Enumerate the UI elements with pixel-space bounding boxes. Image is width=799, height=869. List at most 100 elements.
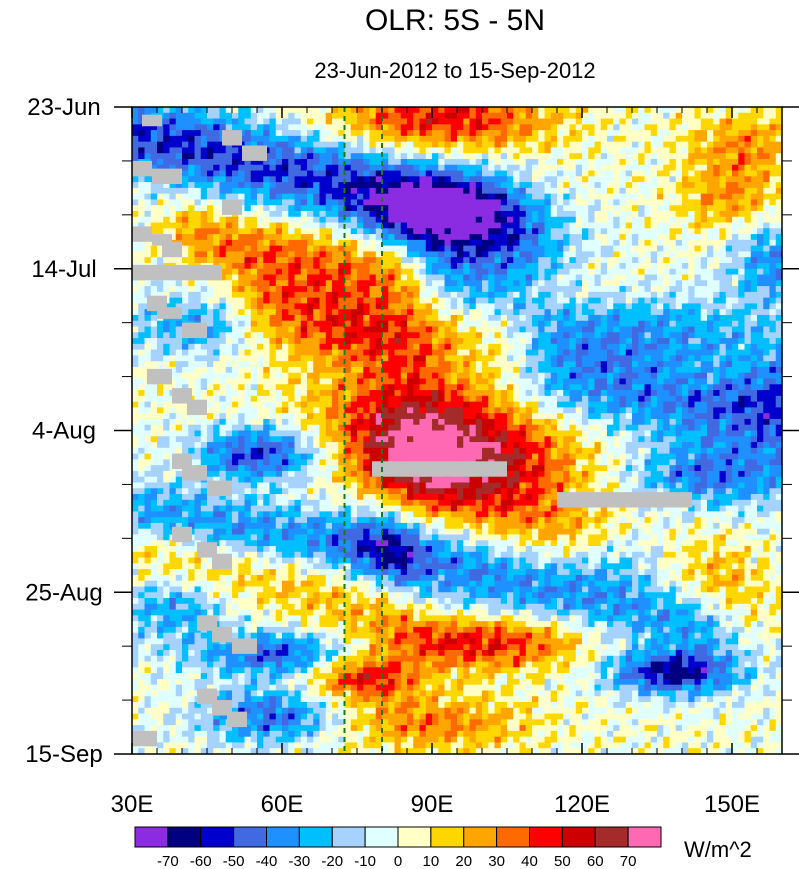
field-cell	[319, 262, 327, 270]
field-cell	[763, 268, 771, 276]
field-cell	[288, 124, 296, 131]
field-cell	[575, 309, 583, 316]
field-cell	[325, 286, 333, 293]
field-cell	[207, 199, 214, 206]
field-cell	[619, 182, 627, 189]
field-cell	[725, 251, 733, 258]
field-cell	[638, 199, 646, 206]
field-cell	[675, 182, 683, 189]
field-cell	[444, 158, 452, 166]
field-cell	[232, 268, 239, 276]
field-cell	[438, 338, 446, 345]
field-cell	[150, 349, 158, 357]
field-cell	[338, 216, 346, 224]
field-cell	[707, 309, 714, 316]
field-cell	[750, 107, 758, 114]
field-cell	[207, 297, 214, 305]
field-cell	[588, 309, 596, 316]
field-cell	[457, 372, 464, 380]
field-cell	[775, 112, 783, 120]
field-cell	[500, 141, 508, 149]
field-cell	[607, 343, 614, 351]
field-cell	[238, 147, 246, 154]
field-cell	[569, 107, 577, 114]
field-cell	[738, 193, 746, 201]
field-cell	[663, 193, 671, 201]
field-cell	[669, 366, 677, 374]
field-cell	[357, 314, 364, 322]
field-cell	[182, 210, 189, 218]
field-cell	[338, 309, 346, 316]
field-cell	[488, 274, 496, 281]
field-cell	[169, 291, 177, 299]
field-cell	[744, 216, 752, 224]
field-cell	[150, 187, 158, 195]
field-cell	[188, 107, 196, 114]
field-cell	[219, 176, 227, 183]
field-cell	[513, 314, 521, 322]
field-cell	[675, 332, 683, 339]
field-cell	[369, 124, 377, 131]
field-cell	[375, 182, 383, 189]
field-cell	[257, 170, 264, 177]
field-cell	[582, 124, 589, 131]
field-cell	[200, 153, 208, 160]
field-cell	[432, 228, 439, 235]
field-cell	[544, 182, 552, 189]
field-cell	[325, 118, 333, 125]
field-cell	[769, 361, 777, 368]
field-cell	[650, 164, 658, 172]
field-cell	[707, 210, 714, 218]
field-cell	[713, 164, 721, 172]
field-cell	[475, 361, 483, 368]
field-cell	[494, 262, 502, 270]
field-cell	[663, 210, 671, 218]
field-cell	[519, 182, 527, 189]
field-cell	[132, 176, 139, 183]
field-cell	[150, 251, 158, 258]
field-cell	[413, 124, 421, 131]
field-cell	[444, 361, 452, 368]
field-cell	[707, 338, 714, 345]
field-cell	[544, 262, 552, 270]
field-cell	[419, 199, 427, 206]
field-cell	[769, 182, 777, 189]
field-cell	[188, 124, 196, 131]
field-cell	[282, 141, 289, 149]
field-cell	[363, 245, 371, 253]
field-cell	[738, 251, 746, 258]
field-cell	[357, 268, 364, 276]
field-cell	[138, 378, 146, 385]
field-cell	[257, 309, 264, 316]
field-cell	[200, 118, 208, 125]
field-cell	[719, 141, 727, 149]
field-cell	[194, 257, 202, 264]
field-cell	[738, 314, 746, 322]
field-cell	[613, 216, 621, 224]
field-cell	[350, 164, 358, 172]
field-cell	[338, 355, 346, 362]
field-cell	[494, 228, 502, 235]
field-cell	[382, 257, 389, 264]
field-cell	[169, 372, 177, 380]
field-cell	[338, 239, 346, 247]
field-cell	[400, 338, 408, 345]
field-cell	[200, 349, 208, 357]
field-cell	[357, 193, 364, 201]
field-cell	[600, 332, 608, 339]
field-cell	[307, 303, 314, 310]
field-cell	[307, 280, 314, 287]
field-cell	[325, 112, 333, 120]
field-cell	[550, 372, 558, 380]
field-cell	[444, 222, 452, 229]
field-cell	[263, 141, 271, 149]
field-cell	[507, 234, 514, 241]
field-cell	[400, 291, 408, 299]
field-cell	[250, 216, 258, 224]
field-cell	[269, 141, 277, 149]
field-cell	[294, 147, 302, 154]
field-cell	[382, 291, 389, 299]
field-cell	[438, 251, 446, 258]
field-cell	[563, 170, 571, 177]
field-cell	[563, 280, 571, 287]
